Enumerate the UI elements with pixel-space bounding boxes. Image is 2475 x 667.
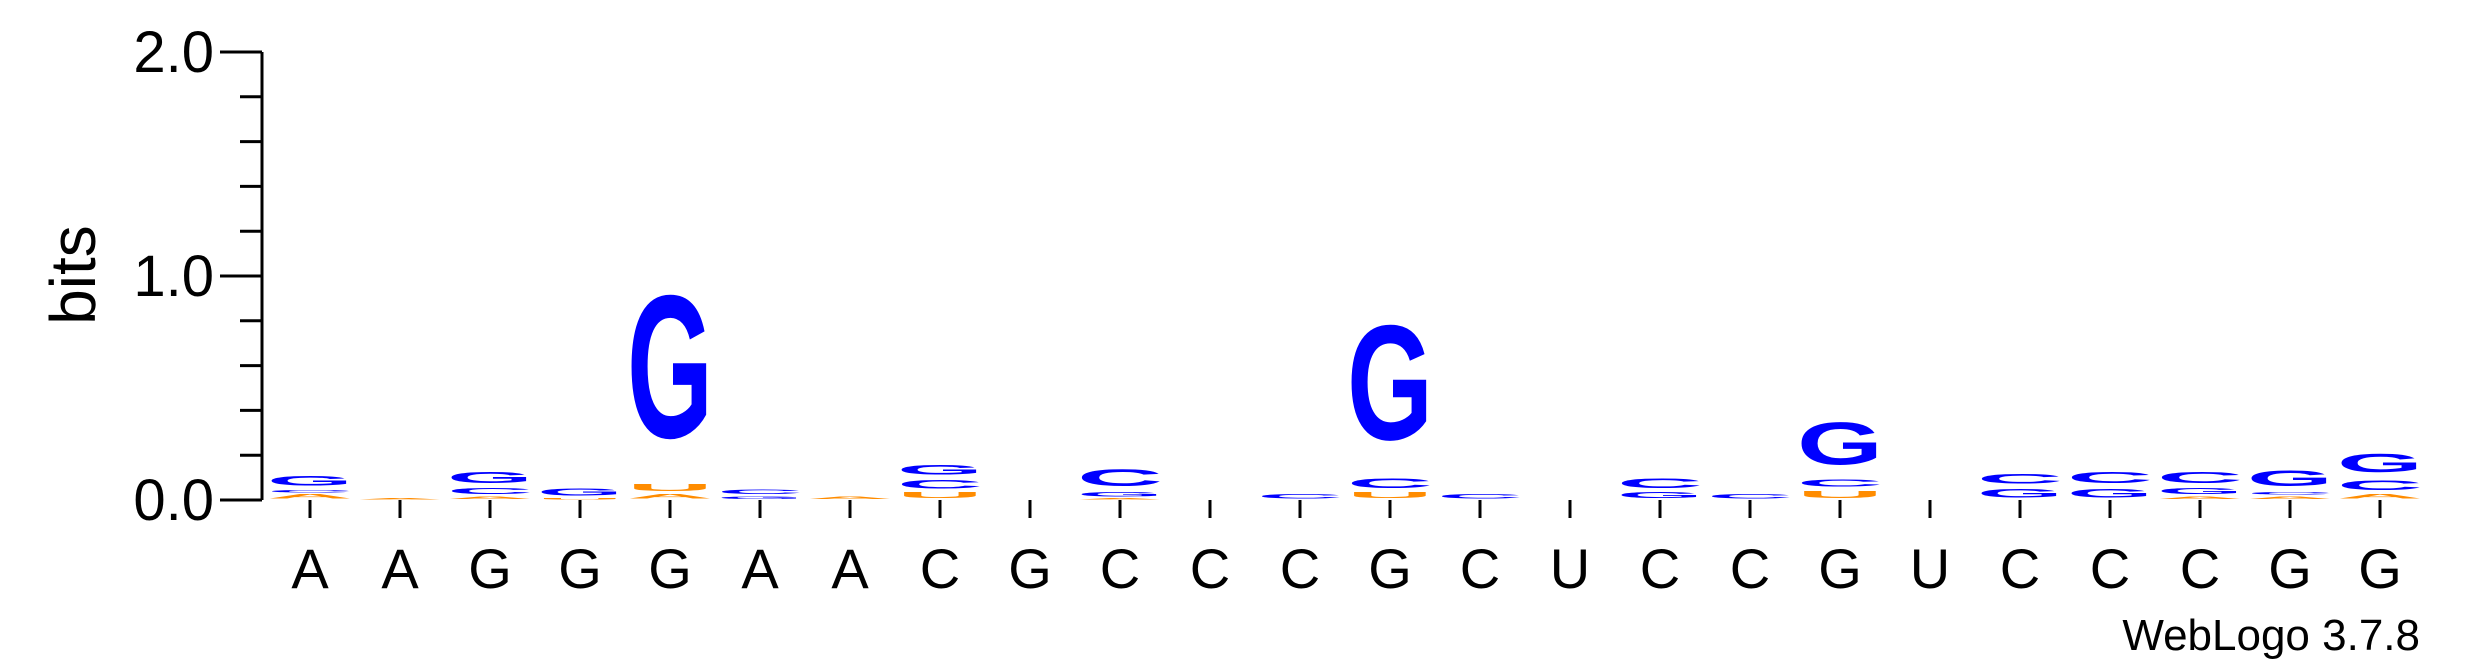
logo-letter: C [1077, 464, 1163, 491]
logo-letter: U [627, 482, 713, 493]
logo-letter: C [1977, 471, 2063, 487]
logo-stack: UCG [897, 462, 983, 500]
x-tick-label: G [648, 537, 692, 600]
logo-letter: A [357, 498, 443, 500]
logo-stack: AUG [627, 252, 713, 500]
logo-letter: U [897, 491, 983, 500]
x-tick-label: C [1100, 537, 1140, 600]
logo-stack: C [1257, 493, 1343, 500]
logo-letter: C [1707, 493, 1793, 500]
logo-letter: C [2067, 469, 2153, 487]
x-tick-label: C [2000, 537, 2040, 600]
x-tick-label: C [1190, 537, 1230, 600]
x-tick-label: G [1008, 537, 1052, 600]
logo-stack: GC [1617, 475, 1703, 500]
logo-stack: GC [717, 489, 803, 500]
x-tick-label: A [741, 537, 779, 600]
logo-letter: G [2247, 466, 2333, 491]
logo-letter: C [717, 489, 803, 496]
logo-stack: ACG [267, 473, 353, 500]
y-tick-label: 2.0 [133, 20, 214, 85]
logo-letter: C [897, 477, 983, 490]
x-tick-label: C [1280, 537, 1320, 600]
x-tick-label: G [2358, 537, 2402, 600]
logo-letter: C [2157, 469, 2243, 487]
logo-letter: G [1617, 491, 1703, 500]
x-tick-label: C [2090, 537, 2130, 600]
logo-letter: A [2337, 493, 2423, 500]
logo-letter: C [1347, 475, 1433, 491]
logo-letter: C [1617, 475, 1703, 491]
logo-letter: G [627, 252, 713, 481]
logo-stack: A [357, 498, 443, 500]
x-tick-label: G [1818, 537, 1862, 600]
logo-letter: G [2157, 487, 2243, 496]
x-tick-label: G [468, 537, 512, 600]
logo-letter: A [1077, 498, 1163, 500]
logo-stack: GC [2067, 469, 2153, 500]
logo-letter: A [807, 496, 893, 500]
y-tick-label: 1.0 [133, 244, 214, 309]
logo-stack: UG [537, 487, 623, 500]
logo-stack: C [1437, 493, 1523, 500]
x-tick-label: G [558, 537, 602, 600]
logo-stack: A [807, 496, 893, 500]
logo-stack: ACG [2337, 449, 2423, 500]
x-tick-label: C [920, 537, 960, 600]
logo-letter: G [267, 473, 353, 489]
logo-stack: UCG [1347, 290, 1433, 500]
logo-stack: C [1707, 493, 1793, 500]
logo-letter: G [1347, 290, 1433, 474]
weblogo-version-credit: WebLogo 3.7.8 [2122, 611, 2420, 660]
x-tick-label: C [1730, 537, 1770, 600]
x-tick-label: C [1640, 537, 1680, 600]
logo-stack: ACG [2247, 466, 2333, 500]
logo-letter: G [2337, 449, 2423, 478]
x-tick-label: G [1368, 537, 1412, 600]
x-tick-label: A [831, 537, 869, 600]
y-axis: 0.0 1.0 2.0 [133, 20, 264, 533]
logo-letter: G [897, 462, 983, 478]
logo-letter: U [1347, 491, 1433, 500]
logo-letter: U [1797, 489, 1883, 500]
logo-letter: G [2067, 487, 2153, 500]
logo-letter: C [447, 487, 533, 496]
x-tick-label: A [381, 537, 419, 600]
logo-letter: A [2247, 496, 2333, 500]
y-tick-label: 0.0 [133, 468, 214, 533]
x-tick-label: G [2268, 537, 2312, 600]
logo-letter: A [2157, 496, 2243, 500]
logo-stack: AGC [1077, 464, 1163, 500]
logo-stack: GC [1977, 471, 2063, 500]
logo-letter: G [1977, 487, 2063, 500]
logo-letter: C [267, 489, 353, 493]
logo-letter: A [447, 496, 533, 500]
x-tick-label: A [291, 537, 329, 600]
logo-stack: AGC [2157, 469, 2243, 500]
logo-letter: C [1797, 478, 1883, 489]
logo-letter: A [267, 493, 353, 500]
logo-stack: UCG [1797, 410, 1883, 500]
x-tick-label: U [1550, 537, 1590, 600]
logo-letter: A [627, 493, 713, 500]
y-axis-title: bits [37, 225, 109, 325]
logo-letter: C [2247, 491, 2333, 495]
x-tick-label: U [1910, 537, 1950, 600]
logo-letter: U [537, 498, 623, 500]
logo-letter: C [2337, 477, 2423, 493]
logo-letter: G [1797, 410, 1883, 477]
logo-letter: C [1257, 493, 1343, 500]
logo-letter: G [447, 469, 533, 487]
logo-letter: C [1437, 493, 1523, 500]
logo-stack: ACG [447, 469, 533, 500]
x-tick-label: C [1460, 537, 1500, 600]
x-tick-label: C [2180, 537, 2220, 600]
logo-letter: G [717, 495, 803, 500]
logo-letter: G [1077, 491, 1163, 498]
logo-letter: G [537, 487, 623, 498]
